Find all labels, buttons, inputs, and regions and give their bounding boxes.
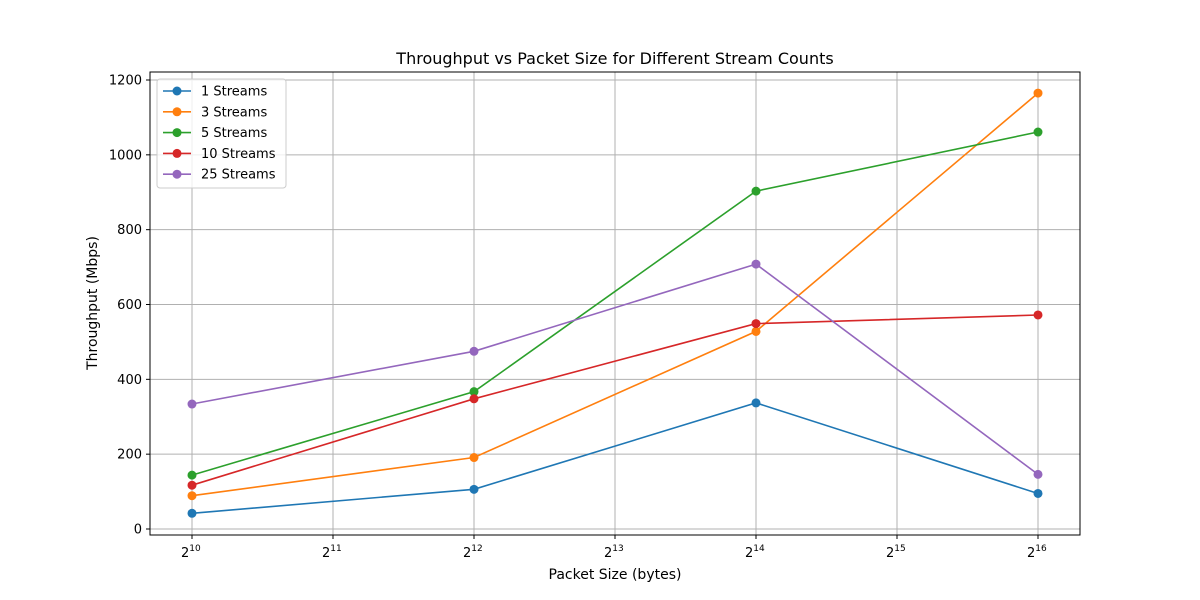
y-tick-label: 800 [117,223,142,238]
legend-label: 3 Streams [201,105,267,120]
legend-label: 5 Streams [201,126,267,141]
x-tick-label: 212 [463,544,483,561]
data-point [469,346,479,356]
data-point [469,387,479,397]
legend-box [156,78,287,189]
data-point [751,398,761,408]
x-tick-label: 213 [604,544,624,561]
data-point [1033,469,1043,479]
y-tick-label: 200 [117,448,142,463]
data-point [187,480,197,490]
series-line [191,402,1039,515]
data-point [469,484,479,494]
y-axis-label: Throughput (Mbps) [85,236,101,371]
y-tick-label: 1200 [109,74,142,89]
legend-label: 25 Streams [201,168,276,183]
y-axis-ticks: 0 200 400 600 800 1000 1200 [109,74,150,538]
x-tick-label: 214 [745,544,765,561]
x-tick-label: 210 [181,544,201,561]
y-tick-label: 600 [117,298,142,313]
legend-label: 1 Streams [201,85,267,100]
data-point [1033,310,1043,320]
data-point [1033,127,1043,137]
data-point [187,399,197,409]
legend-marker [172,128,182,138]
series-line [191,314,1039,486]
data-point [1033,488,1043,498]
chart-title: Throughput vs Packet Size for Different … [395,49,833,68]
series-4 [187,310,1043,490]
x-tick-label: 211 [322,544,342,561]
data-point [751,326,761,336]
data-point [187,491,197,501]
legend-marker [172,148,182,158]
series-5 [187,259,1043,479]
series-2 [187,88,1043,501]
series-line [191,131,1039,476]
data-point [469,394,479,404]
series-line [191,263,1039,476]
data-point [751,186,761,196]
legend-marker [172,169,182,179]
x-tick-label: 215 [886,544,906,561]
data-point [187,508,197,518]
data-point [187,470,197,480]
data-point [751,319,761,329]
data-point [1033,88,1043,98]
series-1 [187,398,1043,518]
y-tick-label: 400 [117,373,142,388]
series-layer [187,88,1043,518]
y-tick-label: 1000 [109,148,142,163]
y-tick-label: 0 [134,523,142,538]
legend-marker [172,86,182,96]
legend-label: 10 Streams [201,147,276,162]
legend: 1 Streams 3 Streams 5 Streams 10 Streams 25 … [156,78,287,189]
series-3 [187,127,1043,480]
series-line [191,92,1039,497]
data-point [469,453,479,463]
x-axis-label: Packet Size (bytes) [549,567,682,583]
data-point [751,259,761,269]
grid-lines [150,72,1080,535]
x-axis-ticks: 210 211 212 213 214 215 216 [181,535,1047,561]
legend-marker [172,107,182,117]
x-tick-label: 216 [1027,544,1047,561]
